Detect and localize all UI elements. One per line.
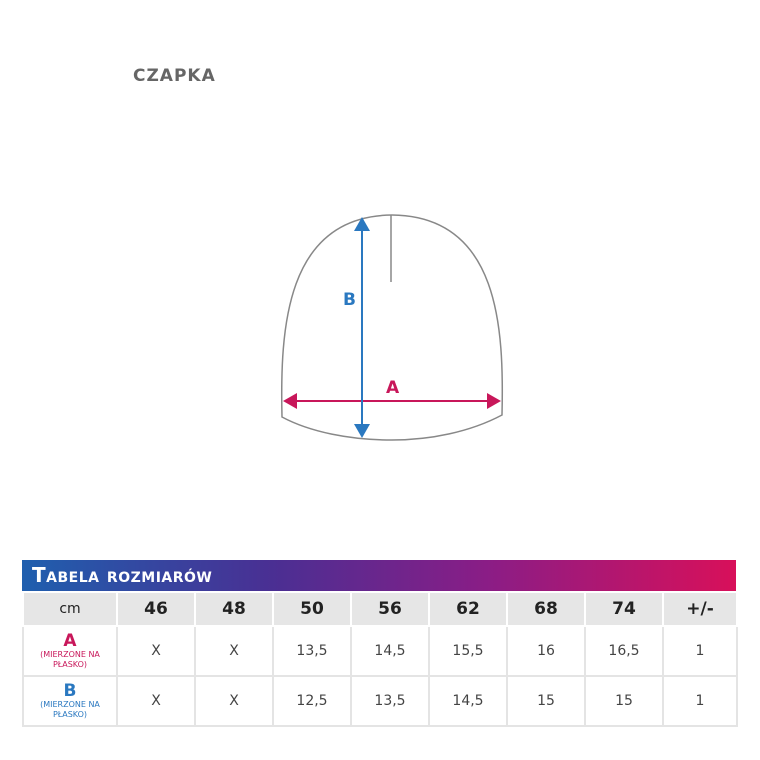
table-cell: 14,5 <box>350 625 430 677</box>
header-cell: 46 <box>116 591 196 627</box>
table-cell: 15,5 <box>428 625 508 677</box>
table-cell: 1 <box>662 675 738 727</box>
page-title: CZAPKA <box>133 66 216 86</box>
hat-outline <box>280 214 504 441</box>
table-cell: 13,5 <box>272 625 352 677</box>
header-cell: cm <box>22 591 118 627</box>
table-cell: X <box>194 675 274 727</box>
table-row-b: B (MIERZONE NA PŁASKO) X X 12,5 13,5 14,5… <box>22 675 738 727</box>
row-label-letter: A <box>63 631 77 651</box>
row-label: B (MIERZONE NA PŁASKO) <box>22 675 118 727</box>
size-table-heading: Tabela rozmiarów <box>22 560 736 591</box>
table-header-row: cm 46 48 50 56 62 68 74 +/- <box>22 591 738 627</box>
table-cell: 13,5 <box>350 675 430 727</box>
size-table: Tabela rozmiarów cm 46 48 50 56 62 68 74… <box>22 560 738 727</box>
table-cell: 14,5 <box>428 675 508 727</box>
header-cell: 50 <box>272 591 352 627</box>
dimension-a-label: A <box>386 378 400 398</box>
table-cell: X <box>116 675 196 727</box>
table-cell: X <box>116 625 196 677</box>
table-cell: 16 <box>506 625 586 677</box>
header-cell: 48 <box>194 591 274 627</box>
header-cell: 62 <box>428 591 508 627</box>
table-cell: 15 <box>506 675 586 727</box>
row-label-letter: B <box>63 681 77 701</box>
table-cell: 1 <box>662 625 738 677</box>
row-label-note: (MIERZONE NA PŁASKO) <box>40 650 100 669</box>
row-label: A (MIERZONE NA PŁASKO) <box>22 625 118 677</box>
header-cell: 56 <box>350 591 430 627</box>
header-cell: 74 <box>584 591 664 627</box>
table-cell: 12,5 <box>272 675 352 727</box>
table-cell: 16,5 <box>584 625 664 677</box>
table-row-a: A (MIERZONE NA PŁASKO) X X 13,5 14,5 15,5… <box>22 625 738 677</box>
table-cell: 15 <box>584 675 664 727</box>
dimension-b-label: B <box>343 290 356 310</box>
header-cell: +/- <box>662 591 738 627</box>
row-label-note: (MIERZONE NA PŁASKO) <box>40 700 100 719</box>
header-cell: 68 <box>506 591 586 627</box>
table-cell: X <box>194 625 274 677</box>
